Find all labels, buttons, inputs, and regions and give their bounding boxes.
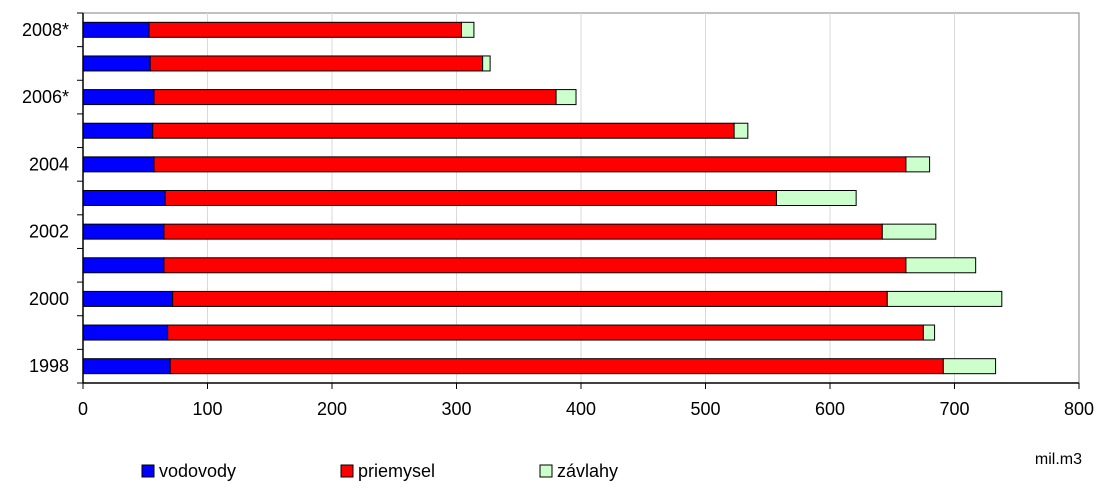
x-tick-label: 600 [815, 399, 845, 419]
x-tick-label: 200 [317, 399, 347, 419]
x-tick-label: 500 [690, 399, 720, 419]
legend-label-závlahy: závlahy [557, 461, 618, 481]
y-tick-label: 1998 [29, 356, 69, 376]
bar-priemysel-9 [149, 55, 484, 72]
x-tick-label: 100 [192, 399, 222, 419]
y-tick-label: 2008* [22, 20, 69, 40]
bar-vodovody-7 [82, 122, 154, 139]
bar-vodovody-1 [82, 324, 169, 341]
legend-swatch-závlahy [539, 464, 553, 478]
bar-vodovody-4 [82, 223, 165, 240]
unit-label: mil.m3 [1035, 451, 1082, 468]
bar-vodovody-9 [82, 55, 151, 72]
x-tick-label: 0 [78, 399, 88, 419]
bar-závlahy-3 [905, 257, 977, 274]
y-tick-label: 2000 [29, 289, 69, 309]
bar-priemysel-8 [153, 89, 557, 106]
bar-závlahy-0 [942, 358, 997, 375]
x-tick-label: 700 [939, 399, 969, 419]
legend: vodovody priemysel závlahy [141, 461, 618, 481]
bar-závlahy-7 [733, 122, 749, 139]
bar-vodovody-0 [82, 358, 171, 375]
x-tick-label: 400 [566, 399, 596, 419]
bar-priemysel-2 [172, 290, 888, 307]
bar-priemysel-4 [163, 223, 883, 240]
bar-závlahy-2 [886, 290, 1003, 307]
bar-vodovody-5 [82, 190, 166, 206]
legend-swatch-priemysel [340, 464, 354, 478]
bar-vodovody-3 [82, 257, 165, 274]
legend-label-priemysel: priemysel [358, 461, 435, 481]
bar-závlahy-1 [922, 324, 936, 341]
bar-závlahy-5 [775, 190, 857, 206]
bar-priemysel-1 [167, 324, 924, 341]
bar-priemysel-6 [153, 156, 907, 173]
bar-závlahy-9 [482, 55, 491, 72]
bar-priemysel-5 [164, 190, 777, 206]
legend-swatch-vodovody [141, 464, 155, 478]
y-tick-label: 2004 [29, 154, 69, 174]
bar-layer [82, 21, 1003, 375]
bar-priemysel-10 [148, 21, 462, 38]
bar-vodovody-8 [82, 89, 155, 106]
x-tick-label: 800 [1064, 399, 1094, 419]
bar-závlahy-10 [460, 21, 475, 38]
bar-závlahy-8 [555, 89, 577, 106]
bar-priemysel-0 [169, 358, 944, 375]
bar-vodovody-2 [82, 290, 174, 307]
bar-priemysel-3 [163, 257, 907, 274]
bar-vodovody-10 [82, 21, 150, 38]
bar-vodovody-6 [82, 156, 155, 173]
x-tick-label: 300 [441, 399, 471, 419]
axis-layer: 0 100 200 300 400 500 600 700 800 1998 2000 2002 200… [22, 12, 1094, 419]
y-tick-label: 2002 [29, 222, 69, 242]
bar-závlahy-4 [881, 223, 937, 240]
legend-label-vodovody: vodovody [159, 461, 236, 481]
y-tick-label: 2006* [22, 87, 69, 107]
bar-priemysel-7 [152, 122, 735, 139]
bar-závlahy-6 [905, 156, 931, 173]
